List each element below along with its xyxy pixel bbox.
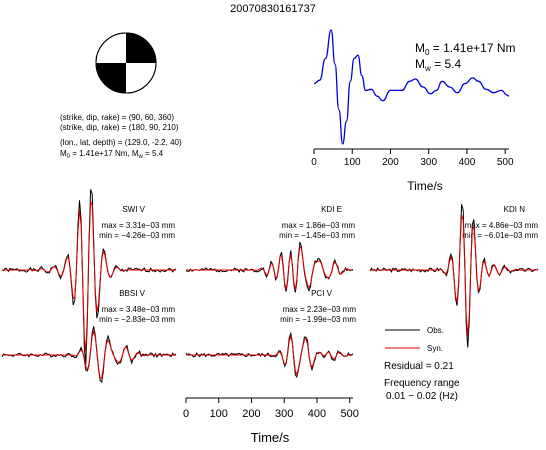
- station-label: KDI N: [504, 205, 526, 214]
- stf-tick-label: 0: [311, 157, 317, 168]
- residual: Residual = 0.21: [384, 361, 454, 372]
- waveform-swi-v: SWI V max = 3.31e−03 mm min = −4.26e−03 …: [1, 189, 177, 365]
- min-amplitude: min = −1.45e−03 mm: [279, 231, 355, 240]
- bottom-tick-label: 200: [242, 408, 260, 420]
- bottom-tick-label: 500: [341, 408, 359, 420]
- synthetic-trace: [2, 329, 176, 379]
- max-amplitude: max = 3.31e−03 mm: [102, 221, 176, 230]
- event-location: (lon., lat, depth) = (129.0, -2.2, 40): [60, 138, 182, 147]
- waveform-kdi-e: KDI E max = 1.86e−03 mm min = −1.45e−03 …: [185, 205, 356, 293]
- max-amplitude: max = 4.86e−03 mm: [465, 221, 539, 230]
- min-amplitude: min = −4.26e−03 mm: [99, 231, 175, 240]
- observed-trace: [1, 189, 177, 365]
- min-amplitude: min = −6.01e−03 mm: [462, 231, 538, 240]
- event-title: 20070830161737: [230, 3, 316, 15]
- min-amplitude: min = −1.99e−03 mm: [280, 315, 356, 324]
- legend-obs-label: Obs.: [427, 326, 444, 335]
- stf-tick-label: 300: [420, 157, 437, 168]
- stf-plot: 0 100 200 300 400 500 Time/s M0 = 1.41e+17 Nm…: [311, 29, 516, 193]
- min-amplitude: min = −2.83e−03 mm: [99, 315, 175, 324]
- waveform-bbsi-v: BBSI V max = 3.48e−03 mm min = −2.83e−03…: [1, 289, 177, 384]
- station-label: SWI V: [122, 205, 145, 214]
- stf-tick-label: 500: [497, 157, 514, 168]
- stf-m0: M0 = 1.41e+17 Nm: [415, 41, 516, 57]
- frequency-range-value: 0.01 − 0.02 (Hz): [386, 391, 458, 402]
- waveform-pci-v: PCI V max = 2.23e−03 mm min = −1.99e−03 …: [185, 289, 357, 379]
- synthetic-trace: [186, 245, 353, 290]
- stf-mw: Mw = 5.4: [415, 57, 461, 73]
- station-label: KDI E: [321, 205, 342, 214]
- synthetic-trace: [186, 334, 354, 377]
- bottom-axis: 0 100 200 300 400 500 Time/s: [183, 397, 359, 445]
- beachball: [95, 32, 157, 94]
- bottom-x-ticks: 0 100 200 300 400 500: [183, 398, 359, 420]
- focal-plane-2: (strike, dip, rake) = (180, 90, 210): [60, 123, 179, 132]
- stf-x-ticks: 0 100 200 300 400 500: [311, 149, 514, 168]
- legend: Obs. Syn. Residual = 0.21 Frequency rang…: [384, 326, 460, 402]
- bottom-tick-label: 100: [210, 408, 228, 420]
- max-amplitude: max = 3.48e−03 mm: [102, 305, 176, 314]
- station-label: PCI V: [311, 289, 333, 298]
- bottom-tick-label: 0: [183, 408, 189, 420]
- bottom-tick-label: 400: [308, 408, 326, 420]
- synthetic-trace: [370, 214, 538, 337]
- frequency-range-label: Frequency range: [384, 378, 460, 389]
- stf-line: [313, 29, 510, 145]
- synthetic-trace: [2, 201, 176, 353]
- observed-trace: [1, 326, 177, 384]
- station-label: BBSI V: [119, 289, 145, 298]
- observed-trace: [185, 331, 354, 379]
- bottom-x-label: Time/s: [251, 430, 290, 445]
- stf-x-label: Time/s: [407, 179, 443, 193]
- stf-tick-label: 100: [344, 157, 361, 168]
- bottom-tick-label: 300: [275, 408, 293, 420]
- focal-plane-1: (strike, dip, rake) = (90, 60, 360): [60, 113, 174, 122]
- max-amplitude: max = 1.86e−03 mm: [282, 221, 356, 230]
- event-moment: M0 = 1.41e+17 Nm, Mw = 5.4: [60, 149, 164, 160]
- stf-tick-label: 400: [459, 157, 476, 168]
- waveform-kdi-n: KDI N max = 4.86e−03 mm min = −6.01e−03 …: [369, 204, 539, 348]
- max-amplitude: max = 2.23e−03 mm: [283, 305, 357, 314]
- legend-syn-label: Syn.: [427, 344, 443, 353]
- stf-tick-label: 200: [382, 157, 399, 168]
